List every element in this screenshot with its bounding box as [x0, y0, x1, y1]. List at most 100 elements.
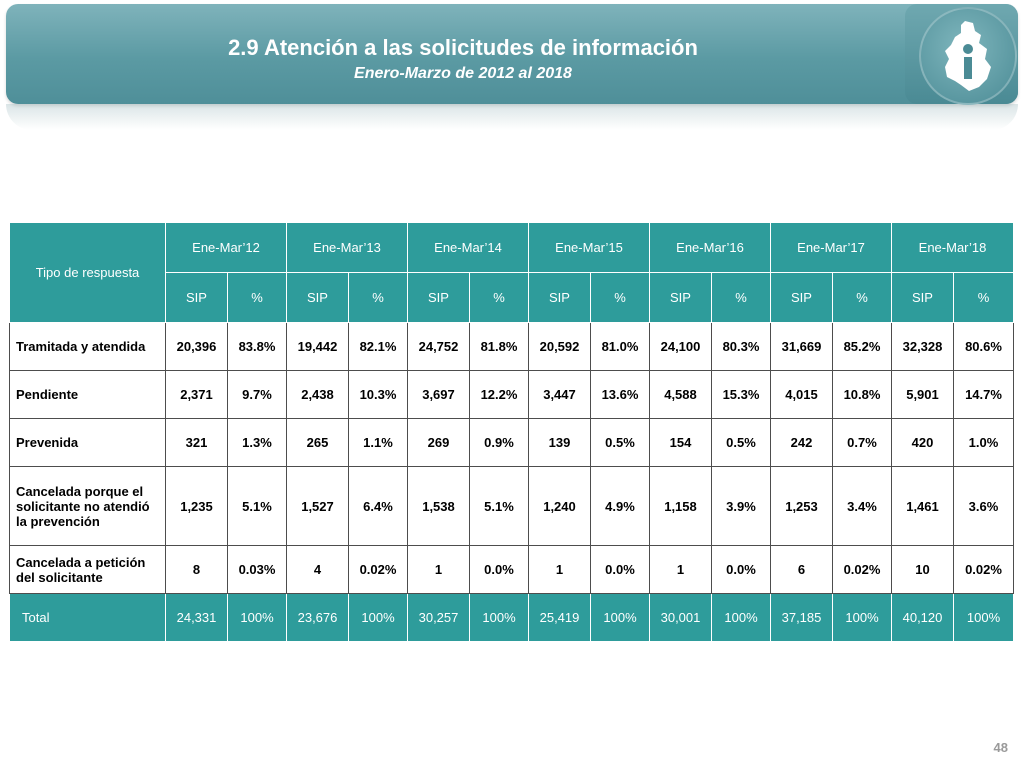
pct-cell: 3.4%: [832, 466, 892, 546]
pct-cell: 100%: [227, 593, 287, 642]
logo-circle: [919, 7, 1017, 105]
pct-cell: 4.9%: [590, 466, 650, 546]
sip-header: SIP: [165, 272, 228, 323]
pct-cell: 5.1%: [227, 466, 287, 546]
sip-cell: 32,328: [891, 322, 954, 371]
pct-cell: 10.8%: [832, 370, 892, 419]
row-header: Tipo de respuesta: [9, 222, 166, 323]
pct-cell: 0.0%: [469, 545, 529, 594]
pct-cell: 100%: [832, 593, 892, 642]
pct-cell: 0.9%: [469, 418, 529, 467]
pct-cell: 15.3%: [711, 370, 771, 419]
sip-cell: 20,396: [165, 322, 228, 371]
row-label: Total: [9, 593, 166, 642]
pct-cell: 85.2%: [832, 322, 892, 371]
pct-cell: 0.02%: [832, 545, 892, 594]
sip-cell: 1,538: [407, 466, 470, 546]
pct-header: %: [711, 272, 771, 323]
pct-cell: 0.5%: [711, 418, 771, 467]
sip-cell: 19,442: [286, 322, 349, 371]
sip-cell: 4: [286, 545, 349, 594]
sip-cell: 2,438: [286, 370, 349, 419]
pct-header: %: [227, 272, 287, 323]
pct-cell: 1.1%: [348, 418, 408, 467]
pct-cell: 100%: [469, 593, 529, 642]
pct-cell: 80.3%: [711, 322, 771, 371]
pct-header: %: [590, 272, 650, 323]
sip-cell: 242: [770, 418, 833, 467]
sip-cell: 3,697: [407, 370, 470, 419]
pct-cell: 81.0%: [590, 322, 650, 371]
pct-cell: 100%: [711, 593, 771, 642]
pct-header: %: [469, 272, 529, 323]
sip-cell: 1: [528, 545, 591, 594]
sip-cell: 1: [649, 545, 712, 594]
sip-cell: 1,527: [286, 466, 349, 546]
table-row: Tramitada y atendida 20,396 83.8% 19,442 82.…: [9, 322, 1014, 371]
sip-header: SIP: [286, 272, 349, 323]
sip-header: SIP: [891, 272, 954, 323]
pct-cell: 100%: [590, 593, 650, 642]
sip-cell: 25,419: [528, 593, 591, 642]
sip-cell: 2,371: [165, 370, 228, 419]
sip-cell: 30,257: [407, 593, 470, 642]
cdmx-map-info-icon: [945, 21, 991, 91]
sip-cell: 1: [407, 545, 470, 594]
pct-cell: 82.1%: [348, 322, 408, 371]
sip-cell: 321: [165, 418, 228, 467]
sip-cell: 1,253: [770, 466, 833, 546]
period-header: Ene-Mar’13: [286, 222, 408, 273]
period-header-row: Tipo de respuesta Ene-Mar’12 Ene-Mar’13 …: [9, 222, 1014, 323]
sip-cell: 1,235: [165, 466, 228, 546]
table-row: Prevenida 321 1.3% 265 1.1% 269 0.9% 139 0.5% 154…: [9, 418, 1014, 467]
pct-cell: 0.0%: [590, 545, 650, 594]
pct-cell: 10.3%: [348, 370, 408, 419]
row-label: Pendiente: [9, 370, 166, 419]
sip-cell: 23,676: [286, 593, 349, 642]
pct-cell: 0.02%: [953, 545, 1014, 594]
sip-cell: 20,592: [528, 322, 591, 371]
requests-table: Tipo de respuesta Ene-Mar’12 Ene-Mar’13 …: [9, 222, 1014, 642]
pct-cell: 100%: [953, 593, 1014, 642]
pct-cell: 13.6%: [590, 370, 650, 419]
sip-cell: 40,120: [891, 593, 954, 642]
pct-cell: 6.4%: [348, 466, 408, 546]
sip-cell: 24,100: [649, 322, 712, 371]
sip-cell: 5,901: [891, 370, 954, 419]
pct-cell: 0.02%: [348, 545, 408, 594]
period-header: Ene-Mar’14: [407, 222, 529, 273]
pct-cell: 3.9%: [711, 466, 771, 546]
pct-cell: 0.7%: [832, 418, 892, 467]
pct-header: %: [832, 272, 892, 323]
pct-cell: 14.7%: [953, 370, 1014, 419]
sip-header: SIP: [649, 272, 712, 323]
period-header: Ene-Mar’16: [649, 222, 771, 273]
row-label: Tramitada y atendida: [9, 322, 166, 371]
title-banner: 2.9 Atención a las solicitudes de inform…: [6, 4, 1018, 104]
pct-cell: 1.3%: [227, 418, 287, 467]
table-row: Cancelada porque el solicitante no atend…: [9, 466, 1014, 546]
pct-cell: 1.0%: [953, 418, 1014, 467]
sip-cell: 30,001: [649, 593, 712, 642]
sip-cell: 3,447: [528, 370, 591, 419]
sip-cell: 6: [770, 545, 833, 594]
pct-cell: 83.8%: [227, 322, 287, 371]
banner-reflection: [6, 104, 1018, 130]
period-header: Ene-Mar’15: [528, 222, 650, 273]
page-title: 2.9 Atención a las solicitudes de inform…: [228, 35, 698, 60]
pct-cell: 5.1%: [469, 466, 529, 546]
sip-cell: 154: [649, 418, 712, 467]
page-number: 48: [993, 740, 1008, 755]
sip-cell: 8: [165, 545, 228, 594]
sip-cell: 4,015: [770, 370, 833, 419]
pct-cell: 81.8%: [469, 322, 529, 371]
period-header: Ene-Mar’17: [770, 222, 892, 273]
pct-cell: 3.6%: [953, 466, 1014, 546]
page-subtitle: Enero-Marzo de 2012 al 2018: [354, 65, 572, 82]
sip-cell: 265: [286, 418, 349, 467]
sip-cell: 37,185: [770, 593, 833, 642]
pct-cell: 80.6%: [953, 322, 1014, 371]
sip-header: SIP: [528, 272, 591, 323]
row-label: Cancelada porque el solicitante no atend…: [9, 466, 166, 546]
sip-cell: 31,669: [770, 322, 833, 371]
